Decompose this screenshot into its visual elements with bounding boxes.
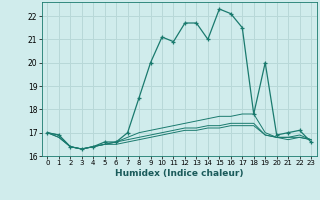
X-axis label: Humidex (Indice chaleur): Humidex (Indice chaleur) [115,169,244,178]
